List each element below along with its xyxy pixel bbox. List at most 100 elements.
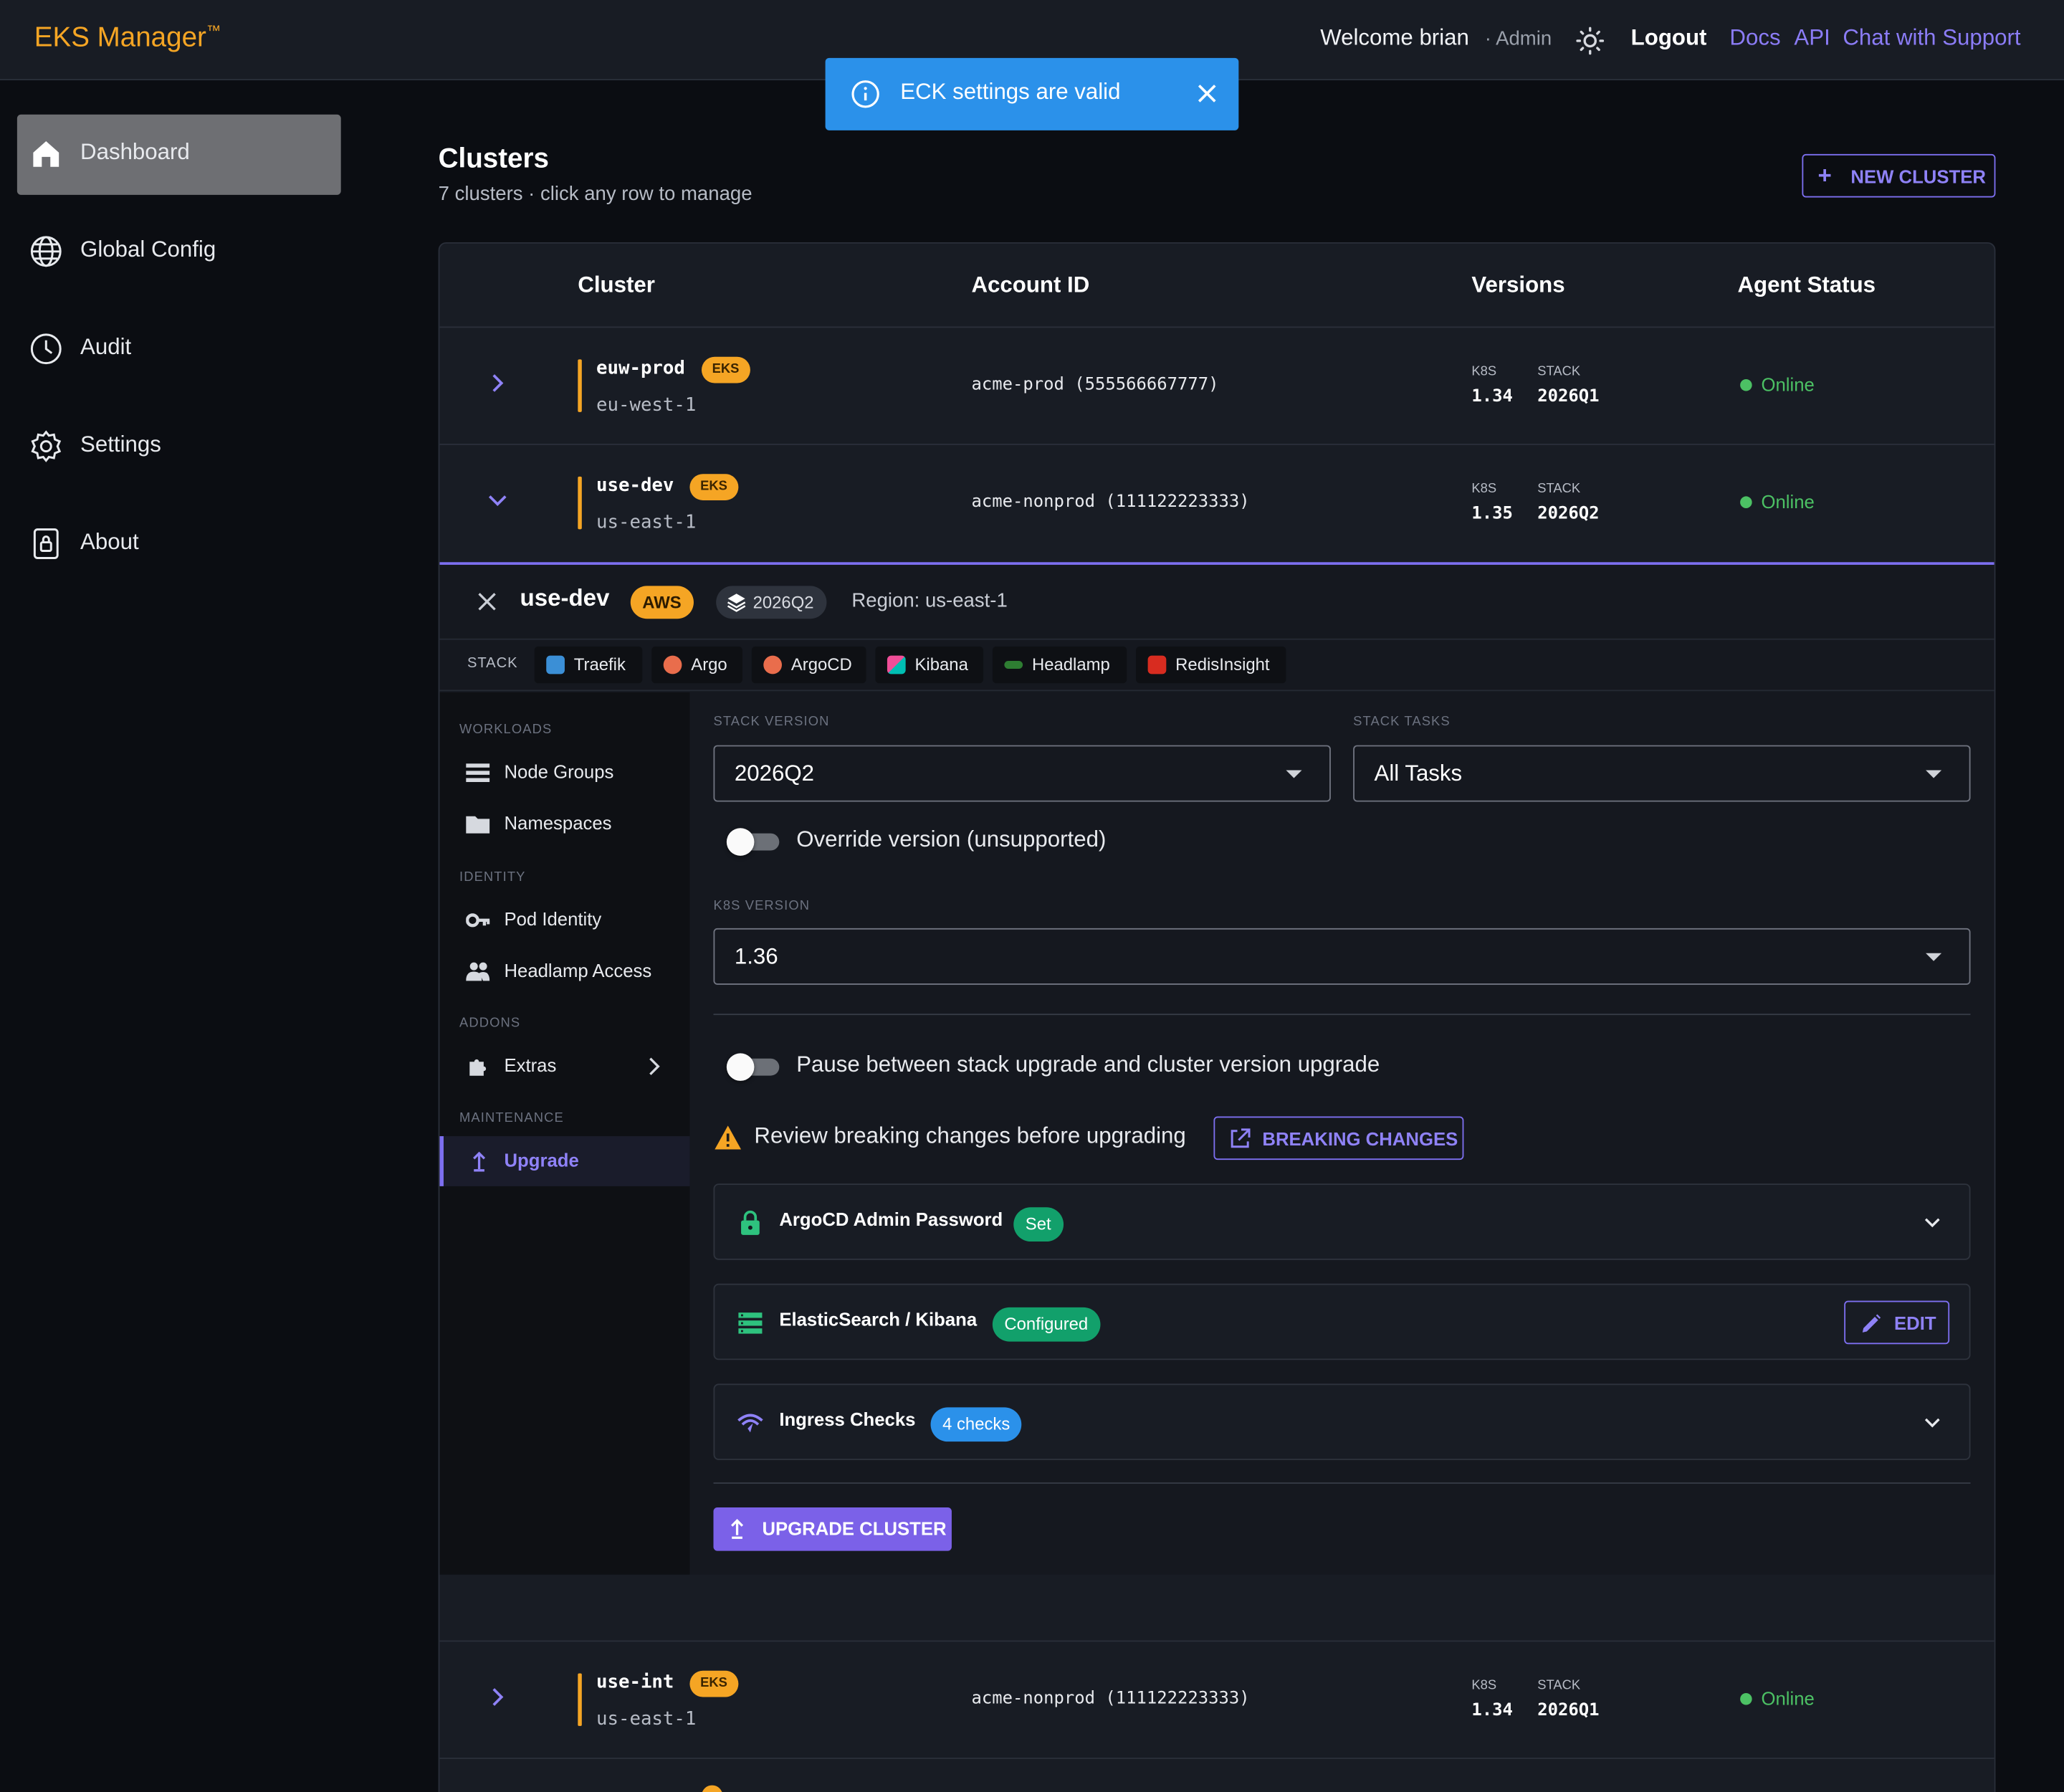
chat-support-link[interactable]: Chat with Support: [1843, 24, 2021, 50]
docs-link[interactable]: Docs: [1729, 24, 1781, 50]
list-icon: [466, 763, 490, 782]
cluster-detail-panel: use-dev AWS 2026Q2 Region: us-east-1 STA…: [439, 562, 1994, 1575]
nav-item-about[interactable]: About: [17, 504, 341, 584]
k8s-version: 1.35: [1471, 504, 1513, 525]
menu-item-pod-identity[interactable]: Pod Identity: [439, 895, 689, 945]
breaking-changes-button[interactable]: BREAKING CHANGES: [1213, 1116, 1464, 1160]
table-row[interactable]: [439, 1757, 1994, 1792]
plus-icon: +: [1817, 161, 1832, 189]
storage-icon: [738, 1312, 763, 1334]
edit-button[interactable]: EDIT: [1844, 1300, 1950, 1345]
menu-item-node-groups[interactable]: Node Groups: [439, 748, 689, 798]
stack-chip-argo[interactable]: Argo: [651, 646, 742, 684]
elasticsearch-kibana-accordion[interactable]: ElasticSearch / Kibana Configured EDIT: [713, 1283, 1971, 1360]
column-header-versions[interactable]: Versions: [1471, 272, 1565, 298]
home-icon: [33, 140, 59, 167]
logout-link[interactable]: Logout: [1630, 24, 1707, 50]
k8s-version-select[interactable]: 1.36: [713, 928, 1971, 985]
menu-item-headlamp-access[interactable]: Headlamp Access: [439, 947, 689, 997]
api-link[interactable]: API: [1794, 24, 1830, 50]
stack-chip-headlamp[interactable]: Headlamp: [992, 646, 1127, 684]
argo-icon: [663, 655, 682, 675]
welcome-text: Welcome brian: [1320, 24, 1469, 50]
account-id: acme-prod (555566667777): [971, 375, 1219, 396]
menu-item-namespaces[interactable]: Namespaces: [439, 799, 689, 849]
menu-section-identity: IDENTITY: [459, 870, 526, 885]
nav-label: Audit: [80, 334, 132, 360]
lock-icon: [741, 1210, 760, 1235]
stack-version-label: STACK VERSION: [713, 715, 830, 730]
stack-tasks-select[interactable]: All Tasks: [1353, 745, 1971, 802]
stack-label: STACK: [467, 655, 518, 672]
k8s-label: K8S: [1471, 1678, 1497, 1693]
stack-tasks-label: STACK TASKS: [1353, 715, 1451, 730]
k8s-label: K8S: [1471, 364, 1497, 379]
stack-version: 2026Q1: [1537, 386, 1600, 407]
upgrade-cluster-button[interactable]: UPGRADE CLUSTER: [713, 1507, 952, 1551]
status-text: Online: [1761, 1687, 1815, 1710]
chevron-right-icon[interactable]: [484, 1684, 511, 1710]
divider: [713, 1014, 1971, 1016]
column-header-account[interactable]: Account ID: [971, 272, 1090, 298]
chip-label: ArgoCD: [790, 654, 852, 675]
status-badge: Set: [1013, 1207, 1064, 1242]
override-version-toggle[interactable]: [726, 828, 782, 856]
nav-item-dashboard[interactable]: Dashboard: [16, 114, 341, 195]
chevron-down-icon[interactable]: [1922, 1213, 1943, 1234]
nav-item-global-config[interactable]: Global Config: [17, 212, 341, 292]
ingress-checks-accordion[interactable]: Ingress Checks 4 checks: [713, 1383, 1971, 1460]
agent-status: Online: [1740, 491, 1815, 512]
stack-version-select[interactable]: 2026Q2: [713, 745, 1331, 802]
stack-chip-kibana[interactable]: Kibana: [875, 646, 984, 684]
chevron-right-icon[interactable]: [484, 370, 511, 396]
menu-item-label: Headlamp Access: [504, 959, 652, 981]
menu-item-label: Node Groups: [504, 761, 614, 782]
clusters-table: Cluster Account ID Versions Agent Status…: [438, 242, 1996, 1792]
chevron-down-icon[interactable]: [1922, 1413, 1943, 1434]
nav-label: Global Config: [80, 237, 216, 262]
chevron-down-icon[interactable]: [484, 487, 511, 514]
argocd-password-accordion[interactable]: ArgoCD Admin Password Set: [713, 1183, 1971, 1260]
external-link-icon: [1231, 1128, 1251, 1148]
select-value: 1.36: [734, 943, 778, 969]
warning-icon: [715, 1125, 742, 1150]
theme-toggle-sun-icon[interactable]: [1576, 27, 1605, 55]
upload-arrow-icon: [473, 1151, 486, 1172]
table-row[interactable]: use-int EKS us-east-1 acme-nonprod (1111…: [439, 1640, 1994, 1758]
k8s-version: 1.34: [1471, 386, 1513, 407]
stack-chip-traefik[interactable]: Traefik: [534, 646, 643, 684]
status-text: Online: [1761, 491, 1815, 513]
cluster-accent-bar: [578, 476, 582, 530]
cluster-type-badge: EKS: [701, 356, 750, 383]
menu-item-extras[interactable]: Extras: [439, 1042, 689, 1092]
cluster-accent-bar: [578, 359, 582, 412]
menu-item-upgrade[interactable]: Upgrade: [439, 1136, 690, 1186]
brand-logo[interactable]: EKS Manager™: [34, 22, 221, 53]
nav-item-audit[interactable]: Audit: [17, 310, 341, 390]
stack-label: STACK: [1537, 1678, 1581, 1693]
puzzle-icon: [469, 1059, 487, 1076]
nav-item-settings[interactable]: Settings: [17, 407, 341, 487]
pause-toggle[interactable]: [726, 1053, 782, 1081]
k8s-version-label: K8S VERSION: [713, 899, 811, 914]
stack-chip-argocd[interactable]: ArgoCD: [751, 646, 866, 684]
table-row[interactable]: use-dev EKS us-east-1 acme-nonprod (1111…: [439, 443, 1994, 561]
close-icon[interactable]: [478, 593, 497, 611]
column-header-agent-status[interactable]: Agent Status: [1737, 272, 1876, 298]
cluster-region: eu-west-1: [596, 395, 697, 416]
globe-icon: [30, 236, 62, 267]
breaking-changes-warning: Review breaking changes before upgrading: [754, 1123, 1186, 1148]
cluster-region: us-east-1: [596, 512, 697, 533]
page-subtitle: 7 clusters · click any row to manage: [438, 183, 752, 206]
cluster-region: us-east-1: [596, 1709, 697, 1730]
new-cluster-button[interactable]: + NEW CLUSTER: [1802, 153, 1996, 198]
table-row[interactable]: euw-prod EKS eu-west-1 acme-prod (555566…: [439, 326, 1994, 444]
detail-cluster-name: use-dev: [520, 584, 610, 611]
stack-chip-redisinsight[interactable]: RedisInsight: [1136, 646, 1286, 684]
accordion-title: ArgoCD Admin Password: [779, 1209, 1003, 1230]
agent-status: Online: [1740, 374, 1815, 395]
close-icon[interactable]: [1197, 83, 1218, 104]
column-header-cluster[interactable]: Cluster: [578, 272, 655, 298]
info-icon: [851, 80, 879, 108]
kibana-icon: [887, 655, 906, 675]
